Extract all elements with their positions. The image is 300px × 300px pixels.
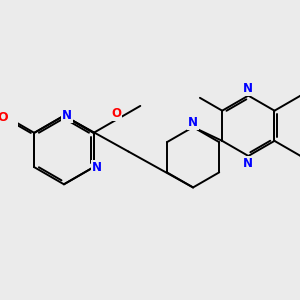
Text: N: N	[92, 161, 102, 174]
Text: N: N	[188, 116, 198, 129]
Text: O: O	[0, 111, 8, 124]
Text: O: O	[111, 107, 121, 120]
Text: N: N	[243, 157, 253, 170]
Text: N: N	[243, 82, 253, 95]
Text: N: N	[62, 109, 72, 122]
